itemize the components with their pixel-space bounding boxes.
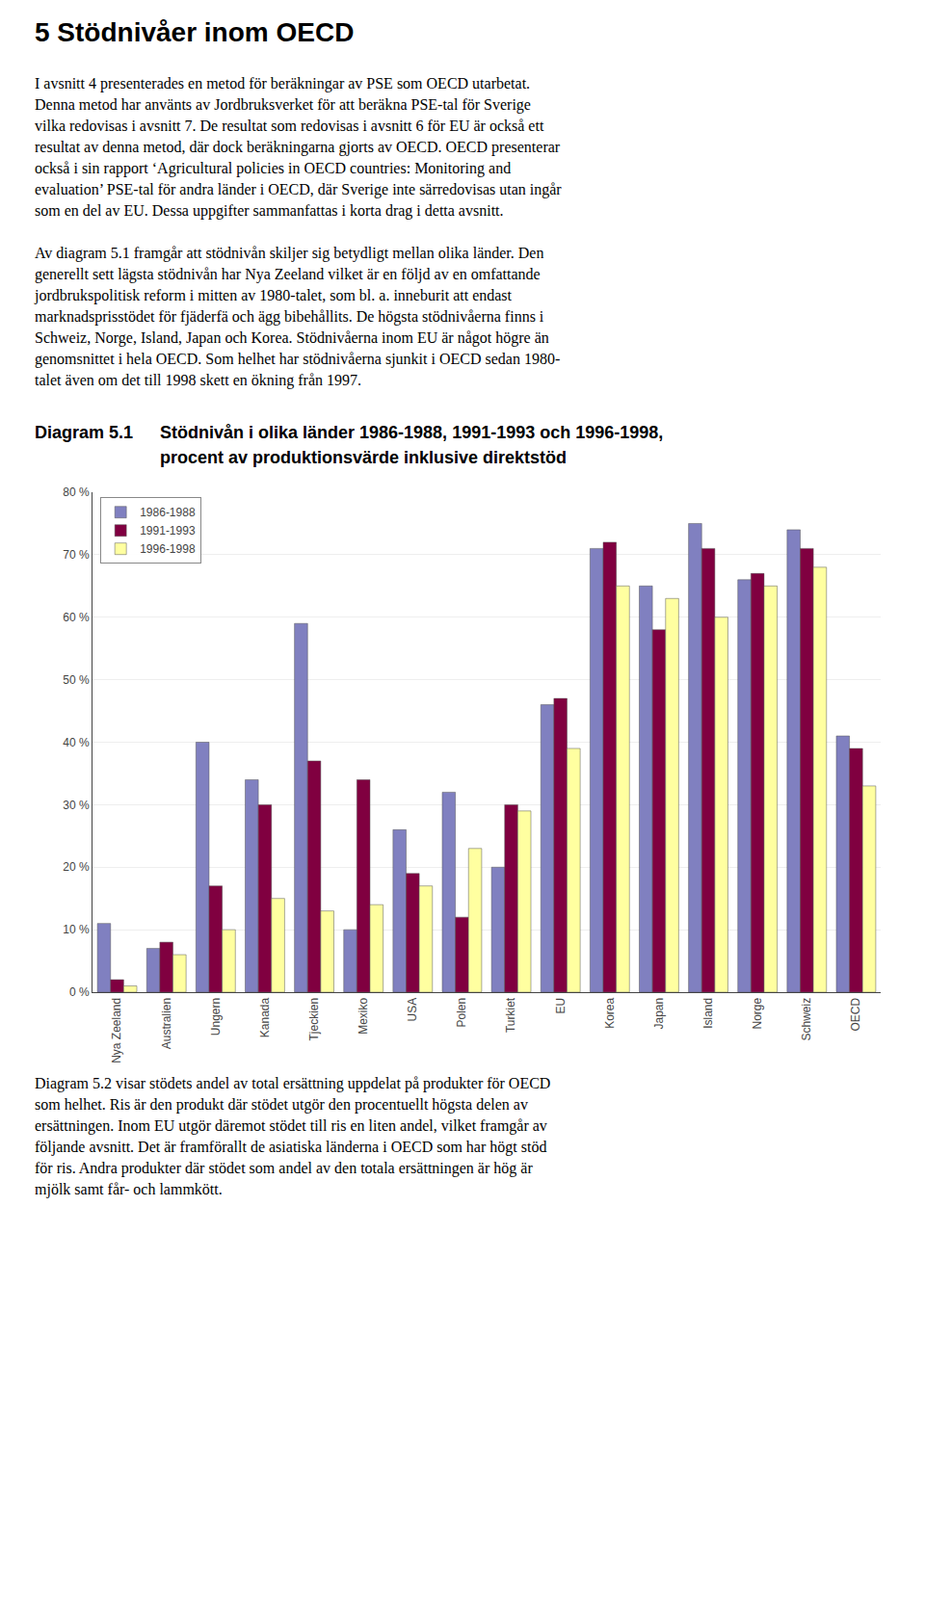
html-text:evaluation’ PSE-tal för andra: evaluation’ PSE-tal för andra länder i O… [34, 181, 562, 198]
html-text:generellt sett lägsta stödnivå: generellt sett lägsta stödnivån har Nya … [34, 265, 541, 283]
html-text:ersättningen. Inom EU utgör dä: ersättningen. Inom EU utgör däremot stöd… [34, 1117, 548, 1135]
svg-text:80 %: 80 % [62, 485, 90, 500]
svg-text:EU: EU [554, 998, 568, 1015]
svg-text:1986-1988: 1986-1988 [139, 505, 196, 520]
html-text:I avsnitt 4 presenterades en m: I avsnitt 4 presenterades en metod för b… [34, 75, 531, 92]
svg-text:1996-1998: 1996-1998 [139, 542, 196, 556]
svg-text:10 %: 10 % [62, 923, 90, 937]
svg-text:30 %: 30 % [62, 798, 90, 813]
svg-text:Polen: Polen [454, 998, 469, 1029]
svg-text:Kanada: Kanada [258, 997, 272, 1038]
svg-text:USA: USA [405, 998, 420, 1023]
html-text:som helhet. Ris är den produkt: som helhet. Ris är den produkt där stöde… [34, 1096, 528, 1113]
html-text:Denna metod har använts av Jor: Denna metod har använts av Jordbruksverk… [34, 96, 531, 113]
svg-text:Island: Island [701, 998, 715, 1030]
html-text:mjölk samt får- och lammkött.: mjölk samt får- och lammkött. [34, 1181, 223, 1198]
svg-text:Schweiz: Schweiz [799, 998, 814, 1042]
svg-text:20 %: 20 % [62, 860, 90, 874]
html-text:vilka redovisas i avsnitt 7. D: vilka redovisas i avsnitt 7. De resultat… [34, 117, 544, 134]
svg-text:Norge: Norge [750, 997, 765, 1030]
html-text:talet även om det till 1998 sk: talet även om det till 1998 skett en ökn… [34, 371, 362, 389]
svg-text:Ungern: Ungern [209, 998, 223, 1036]
html-text:procent av produktionsvärde in: procent av produktionsvärde inklusive di… [159, 448, 567, 468]
html-text:5 Stödnivåer inom OECD: 5 Stödnivåer inom OECD [34, 17, 355, 48]
svg-text:Australien: Australien [159, 998, 174, 1050]
html-text:marknadsprisstödet för fjäderf: marknadsprisstödet för fjäderfä och ägg … [34, 308, 544, 325]
html-text:Av diagram 5.1 framgår att stö: Av diagram 5.1 framgår att stödnivån ski… [34, 244, 544, 262]
html-text:genomsnittet i hela OECD. Som: genomsnittet i hela OECD. Som helhet har… [34, 350, 561, 368]
html-text:Stödnivån i olika länder 1986-: Stödnivån i olika länder 1986-1988, 1991… [159, 422, 664, 443]
html-text:också i sin rapport ‘Agricultu: också i sin rapport ‘Agricultural polici… [34, 159, 511, 177]
svg-text:70 %: 70 % [62, 548, 90, 562]
html-text:jordbrukspolitisk reform i mit: jordbrukspolitisk reform i mitten av 198… [34, 287, 512, 304]
html-text:följande avsnitt. Det är framf: följande avsnitt. Det är framförallt de … [34, 1138, 547, 1156]
svg-text:OECD: OECD [848, 997, 863, 1031]
svg-text:40 %: 40 % [62, 736, 90, 750]
svg-text:Nya Zeeland: Nya Zeeland [109, 998, 124, 1064]
svg-text:Mexiko: Mexiko [356, 997, 370, 1034]
html-text:för ris. Andra produkter där s: för ris. Andra produkter där stödet som … [34, 1160, 533, 1177]
svg-text:60 %: 60 % [62, 610, 90, 625]
html-text:Schweiz, Norge, Island, Japan: Schweiz, Norge, Island, Japan och Korea.… [34, 329, 550, 346]
html-text:resultat av denna metod, där d: resultat av denna metod, där dock beräkn… [34, 138, 561, 156]
svg-text:Korea: Korea [603, 997, 617, 1029]
svg-text:Turkiet: Turkiet [503, 997, 518, 1033]
svg-text:0 %: 0 % [69, 985, 90, 1000]
html-text:som en del av EU. Dessa uppgif: som en del av EU. Dessa uppgifter samman… [34, 202, 504, 219]
svg-text:Tjeckien: Tjeckien [307, 998, 321, 1042]
svg-text:50 %: 50 % [62, 673, 90, 688]
html-text:Diagram 5.1: Diagram 5.1 [34, 422, 134, 443]
svg-text:Japan: Japan [652, 998, 666, 1031]
svg-text:1991-1993: 1991-1993 [139, 524, 196, 538]
html-text:Diagram 5.2 visar stödets ande: Diagram 5.2 visar stödets andel av total… [34, 1075, 551, 1092]
